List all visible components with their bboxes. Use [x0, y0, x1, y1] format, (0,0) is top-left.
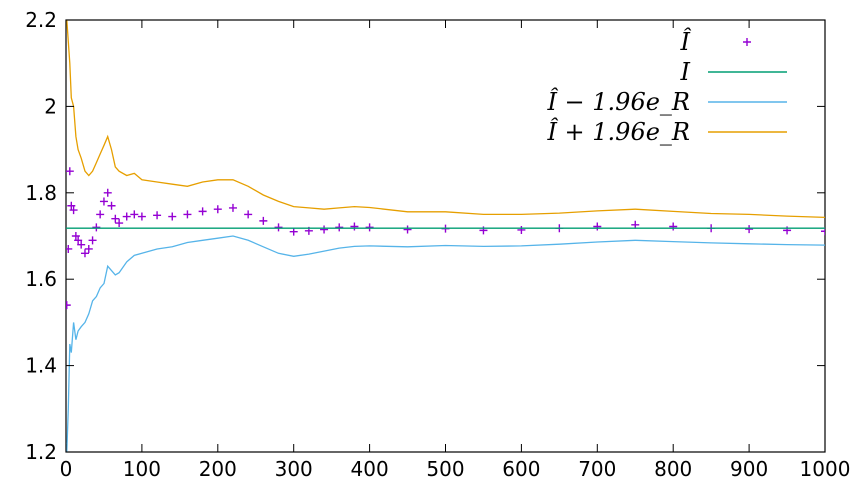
data-point	[80, 249, 89, 258]
data-point	[593, 222, 602, 231]
legend: ÎIÎ − 1.96e_RÎ + 1.96e_R	[546, 27, 787, 146]
x-tick-label: 900	[730, 457, 768, 481]
series-3	[66, 20, 825, 219]
data-point	[130, 210, 139, 219]
data-point	[115, 219, 124, 228]
data-point	[66, 244, 73, 253]
data-point	[320, 225, 329, 234]
data-point	[107, 201, 116, 210]
data-point	[66, 167, 74, 176]
data-point	[88, 236, 97, 245]
legend-label: I	[680, 58, 691, 86]
data-point	[122, 212, 131, 221]
axes-layer: 0 100 200 300 400 500 600 700 800 900 1000 1.2 1.4 1.…	[25, 8, 850, 481]
y-tick-label: 1.8	[25, 181, 57, 205]
y-tick-label: 2	[44, 94, 57, 118]
legend-label: Î − 1.96e_R	[546, 87, 690, 116]
x-tick-label: 200	[199, 457, 237, 481]
data-point	[274, 223, 283, 232]
legend-entry: Î + 1.96e_R	[546, 117, 787, 146]
legend-swatch-point	[743, 38, 751, 46]
plot-border	[65, 19, 826, 453]
data-point	[77, 240, 86, 249]
legend-entry: Î	[680, 27, 751, 56]
legend-label: Î + 1.96e_R	[546, 117, 690, 146]
x-tick-label: 800	[654, 457, 692, 481]
x-tick-label: 500	[426, 457, 464, 481]
data-point	[92, 223, 101, 232]
data-point	[99, 197, 108, 206]
y-tick-label: 2.2	[25, 8, 57, 32]
data-point	[111, 214, 120, 223]
data-point	[365, 223, 374, 232]
data-point	[517, 225, 526, 234]
data-point	[96, 210, 105, 219]
data-point	[153, 211, 162, 220]
data-point	[244, 210, 253, 219]
data-point	[335, 223, 344, 232]
data-point	[71, 232, 80, 240]
data-point	[168, 212, 177, 221]
x-tick-label: 400	[351, 457, 389, 481]
data-point	[198, 207, 207, 216]
data-point	[821, 227, 825, 236]
data-point	[67, 201, 76, 210]
x-tick-label: 600	[502, 457, 540, 481]
data-point	[745, 225, 754, 234]
data-point	[259, 216, 268, 225]
series-layer	[66, 20, 825, 452]
data-point	[103, 188, 112, 197]
data-point	[213, 205, 222, 214]
data-point	[69, 206, 78, 215]
y-tick-label: 1.2	[25, 440, 57, 464]
series-line	[66, 235, 825, 452]
x-tick-label: 300	[275, 457, 313, 481]
data-point	[631, 220, 640, 229]
data-point	[403, 225, 412, 234]
series-0	[66, 167, 825, 310]
x-tick-label: 700	[578, 457, 616, 481]
data-point	[289, 227, 298, 236]
data-point	[669, 222, 678, 231]
legend-entry: Î − 1.96e_R	[546, 87, 787, 116]
data-point	[137, 212, 146, 221]
data-point	[183, 210, 192, 219]
y-tick-label: 1.4	[25, 354, 57, 378]
data-point	[74, 236, 83, 245]
data-point	[228, 203, 237, 212]
x-tick-label: 1000	[800, 457, 851, 481]
data-point	[350, 222, 359, 231]
x-tick-label: 0	[60, 457, 73, 481]
series-line	[66, 20, 825, 219]
legend-entry: I	[680, 58, 787, 86]
y-tick-label: 1.6	[25, 267, 57, 291]
plot-frame	[65, 19, 826, 453]
legend-label: Î	[680, 27, 692, 56]
data-point	[84, 244, 93, 253]
data-point	[66, 301, 71, 310]
x-tick-label: 100	[123, 457, 161, 481]
series-2	[66, 235, 825, 452]
